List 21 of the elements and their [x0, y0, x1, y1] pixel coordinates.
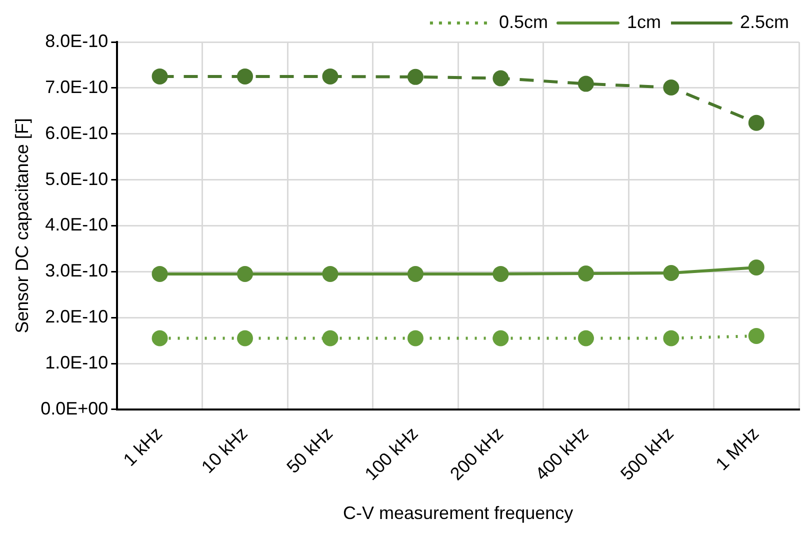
y-tick-label: 0.0E+00 — [40, 398, 108, 418]
x-tick-label: 50 kHz — [282, 423, 337, 478]
legend-label: 1cm — [626, 12, 661, 32]
y-tick-label: 8.0E-10 — [45, 30, 108, 51]
y-tick-label: 5.0E-10 — [45, 168, 108, 189]
x-tick-label: 100 kHz — [360, 423, 422, 484]
y-tick-label: 6.0E-10 — [45, 122, 108, 143]
x-tick-label: 200 kHz — [446, 423, 508, 484]
x-tick-label: 1 kHz — [119, 423, 166, 470]
x-tick-label: 500 kHz — [616, 423, 678, 484]
x-tick-label: 10 kHz — [198, 423, 252, 478]
y-tick-label: 7.0E-10 — [45, 76, 108, 97]
y-axis-title: Sensor DC capacitance [F] — [12, 118, 32, 334]
y-tick-label: 4.0E-10 — [45, 214, 108, 235]
x-axis-title: C-V measurement frequency — [343, 503, 574, 524]
y-tick-label: 1.0E-10 — [45, 352, 108, 372]
legend-label: 0.5cm — [498, 12, 548, 32]
legend-label: 2.5cm — [740, 12, 790, 32]
y-tick-label: 3.0E-10 — [45, 260, 108, 281]
y-tick-label: 2.0E-10 — [45, 306, 108, 327]
x-tick-label: 400 kHz — [531, 423, 592, 484]
